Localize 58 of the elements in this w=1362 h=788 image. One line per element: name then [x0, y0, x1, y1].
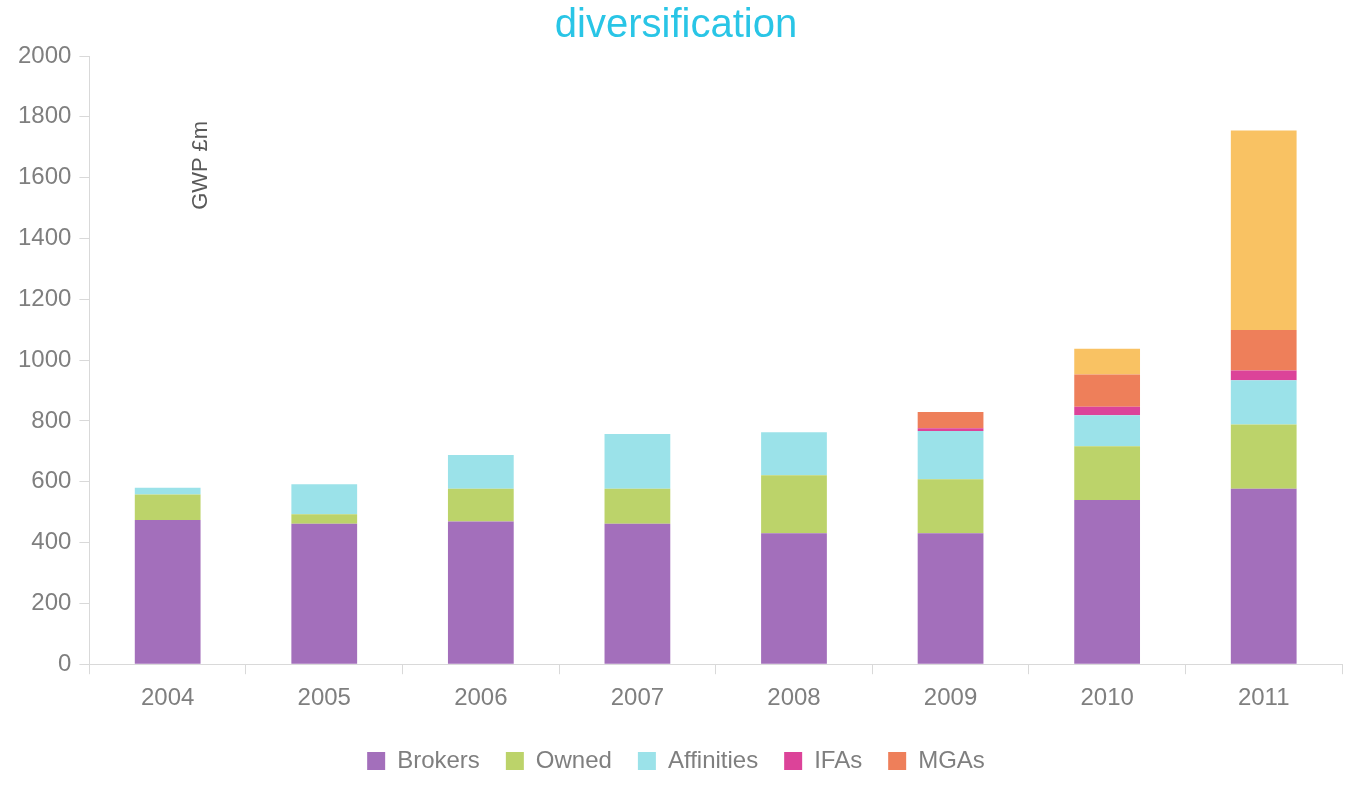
y-tick-label: 1000 — [18, 344, 72, 372]
bar — [1074, 415, 1141, 447]
bar — [134, 487, 201, 495]
y-tick-label: 400 — [31, 527, 72, 555]
bar — [604, 434, 671, 489]
x-tick-label: 2005 — [297, 683, 351, 711]
y-tick-label: 0 — [58, 648, 72, 676]
bar — [134, 520, 201, 664]
bar — [604, 488, 671, 524]
legend-label: Brokers — [397, 745, 480, 773]
bar — [1230, 424, 1297, 489]
legend-label: Affinities — [667, 745, 759, 773]
bar — [291, 523, 358, 664]
bar — [1074, 446, 1141, 500]
bar — [291, 484, 358, 515]
bar — [761, 432, 827, 476]
bar — [1230, 370, 1297, 381]
y-tick-label: 800 — [31, 405, 72, 433]
y-tick-label: 200 — [31, 588, 72, 616]
legend-label: MGAs — [918, 745, 985, 773]
bar — [917, 412, 984, 429]
x-tick-label: 2008 — [767, 683, 821, 711]
bar — [1074, 499, 1141, 664]
bar — [1230, 380, 1297, 425]
bar — [1074, 374, 1141, 407]
bar — [1230, 130, 1297, 330]
bar — [917, 430, 984, 480]
y-tick-label: 600 — [31, 466, 72, 494]
bar — [917, 533, 984, 664]
y-axis-title: GWP £m — [187, 121, 213, 210]
legend-label: Owned — [535, 745, 612, 773]
bar — [604, 523, 671, 664]
bar — [1230, 329, 1297, 371]
x-tick-label: 2011 — [1237, 683, 1290, 711]
y-tick-label: 2000 — [18, 40, 72, 68]
legend-label: IFAs — [814, 745, 863, 773]
x-tick-label: 2010 — [1080, 683, 1134, 711]
x-tick-label: 2006 — [454, 683, 508, 711]
bar — [1074, 406, 1141, 416]
bar — [917, 479, 984, 534]
bar — [447, 521, 514, 664]
x-tick-label: 2004 — [140, 683, 195, 711]
y-tick-label: 1200 — [18, 283, 72, 311]
bar — [447, 454, 514, 489]
bar — [761, 533, 827, 664]
bar — [291, 514, 358, 524]
y-tick-label: 1600 — [18, 162, 72, 190]
bar — [917, 428, 984, 431]
bar — [1230, 488, 1297, 664]
y-tick-label: 1800 — [18, 101, 72, 129]
x-tick-label: 2009 — [923, 683, 978, 711]
y-tick-label: 1400 — [18, 223, 72, 251]
bar — [134, 494, 201, 521]
bar — [1074, 348, 1141, 375]
x-tick-label: 2007 — [610, 683, 665, 711]
chart-title: diversification — [554, 1, 798, 46]
bar — [447, 488, 514, 522]
bar — [761, 475, 827, 534]
